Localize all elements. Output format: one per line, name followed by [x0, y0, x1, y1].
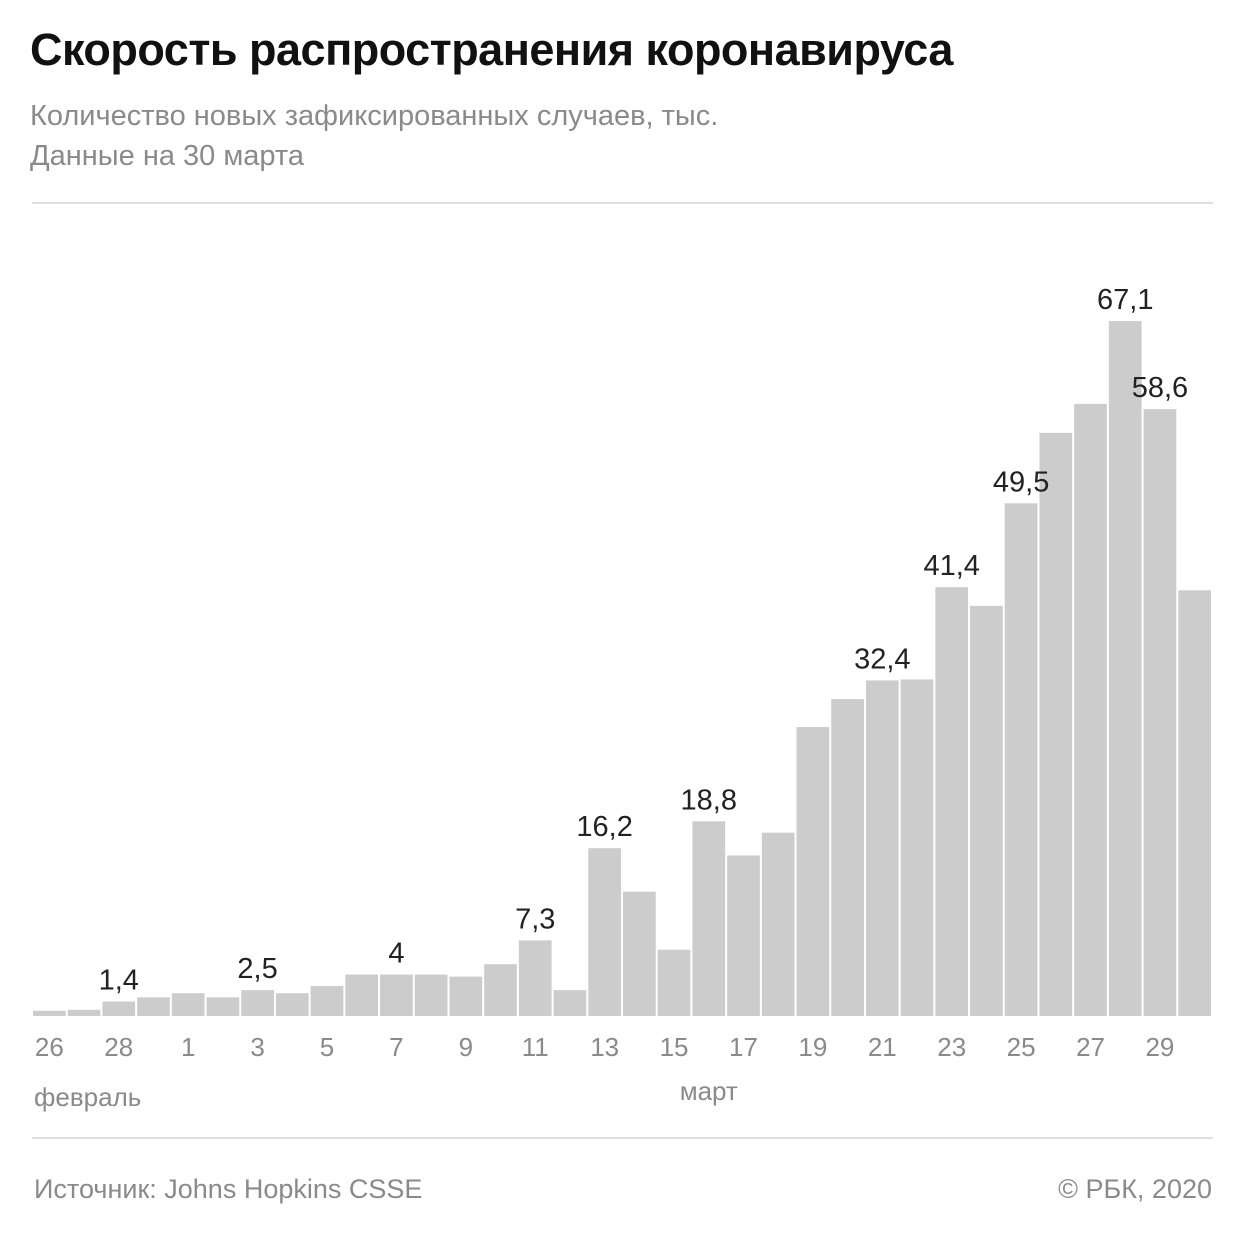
- subtitle-line-date: Данные на 30 марта: [30, 140, 304, 172]
- bar-32: [1143, 409, 1177, 1016]
- x-tick-label-24: 21: [868, 1032, 897, 1062]
- bar-33: [1178, 590, 1211, 1016]
- data-label-14: 7,3: [515, 903, 555, 935]
- x-tick-label-22: 19: [798, 1032, 827, 1062]
- data-label-28: 49,5: [993, 466, 1049, 498]
- bar-20: [727, 855, 760, 1016]
- bar-12: [449, 976, 483, 1016]
- bar-23: [831, 699, 864, 1016]
- bar-5: [206, 997, 240, 1016]
- chart-subtitle: Количество новых зафиксированных случаев…: [30, 96, 718, 176]
- bar-9: [345, 974, 379, 1016]
- bar-30: [1074, 403, 1107, 1016]
- bar-8: [310, 985, 344, 1016]
- bar-10: [380, 974, 413, 1016]
- bar-11: [414, 974, 448, 1016]
- x-tick-label-20: 17: [729, 1032, 758, 1062]
- subtitle-line-units: Количество новых зафиксированных случаев…: [30, 100, 719, 132]
- x-tick-label-10: 7: [389, 1032, 403, 1062]
- bar-0: [33, 1010, 66, 1016]
- data-label-2: 1,4: [99, 965, 139, 997]
- bar-17: [623, 891, 656, 1016]
- x-tick-label-18: 15: [660, 1032, 689, 1062]
- bar-6: [241, 990, 274, 1016]
- x-tick-label-6: 3: [250, 1032, 264, 1062]
- bar-14: [518, 940, 552, 1016]
- bar-chart: 1,4 2,5 4 7,3 16,2 18,8 32,4 41,4 49,5 67,1 58,6 26…: [33, 284, 1211, 1112]
- x-tick-label-14: 11: [522, 1032, 549, 1062]
- data-label-24: 32,4: [854, 643, 910, 675]
- bar-29: [1039, 432, 1073, 1016]
- data-label-19: 18,8: [681, 784, 737, 816]
- bar-7: [275, 993, 309, 1016]
- bar-24: [865, 680, 899, 1016]
- bar-18: [657, 949, 691, 1016]
- bar-25: [900, 679, 934, 1016]
- data-label-32: 58,6: [1132, 372, 1188, 404]
- bar-3: [137, 997, 170, 1016]
- bottom-divider: [32, 1137, 1213, 1139]
- x-tick-label-32: 29: [1145, 1032, 1174, 1062]
- x-tick-label-28: 25: [1007, 1032, 1036, 1062]
- source-note: Источник: Johns Hopkins CSSE: [34, 1174, 423, 1204]
- bar-19: [692, 821, 726, 1016]
- top-divider: [32, 202, 1213, 204]
- x-tick-label-0: 26: [35, 1032, 64, 1062]
- bar-22: [796, 727, 830, 1016]
- data-label-16: 16,2: [576, 811, 632, 843]
- bar-27: [970, 605, 1003, 1016]
- data-label-26: 41,4: [923, 550, 979, 582]
- bar-4: [171, 993, 205, 1016]
- x-tick-label-30: 27: [1076, 1032, 1105, 1062]
- bar-2: [102, 1001, 136, 1016]
- x-tick-label-16: 13: [590, 1032, 619, 1062]
- x-tick-label-2: 28: [104, 1032, 133, 1062]
- x-tick-label-8: 5: [320, 1032, 334, 1062]
- x-tick-label-26: 23: [937, 1032, 966, 1062]
- month-label-1: март: [680, 1076, 738, 1106]
- bar-31: [1108, 321, 1142, 1016]
- bar-16: [588, 848, 621, 1016]
- bar-26: [935, 587, 969, 1016]
- bar-13: [484, 964, 517, 1016]
- x-tick-label-12: 9: [459, 1032, 473, 1062]
- month-label-0: февраль: [34, 1082, 141, 1112]
- bar-21: [761, 832, 795, 1016]
- bar-15: [553, 990, 587, 1016]
- data-label-10: 4: [388, 938, 404, 970]
- bar-1: [67, 1009, 101, 1016]
- data-label-31: 67,1: [1097, 284, 1153, 316]
- x-tick-label-4: 1: [181, 1032, 195, 1062]
- chart-title: Скорость распространения коронавируса: [30, 24, 953, 75]
- bar-28: [1004, 503, 1038, 1016]
- data-label-6: 2,5: [237, 953, 277, 985]
- copyright-note: © РБК, 2020: [1058, 1174, 1212, 1204]
